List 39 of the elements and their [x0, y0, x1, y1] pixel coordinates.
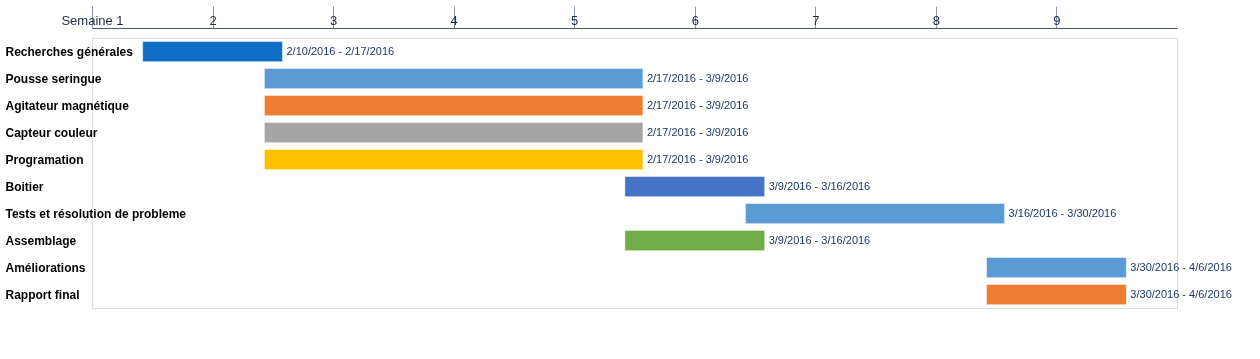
y-tick-label: Tests et résolution de probleme: [5, 206, 187, 221]
y-tick-label: Capteur couleur: [5, 125, 98, 140]
data-label: 2/17/2016 - 3/9/2016: [646, 71, 749, 84]
bar: [264, 122, 644, 143]
data-label: 3/30/2016 - 4/6/2016: [1130, 287, 1232, 300]
x-tick-label: 4: [450, 12, 458, 28]
bar: [264, 68, 644, 89]
y-tick-label: Assemblage: [5, 233, 77, 248]
x-tick-label: 2: [209, 12, 217, 28]
y-tick-label: Boitier: [5, 179, 44, 194]
data-label: 3/30/2016 - 4/6/2016: [1130, 260, 1232, 273]
y-tick-label: Rapport final: [5, 287, 80, 302]
y-tick-label: Recherches générales: [5, 44, 134, 59]
y-tick-label: Agitateur magnétique: [5, 98, 130, 113]
x-tick-label: 8: [932, 12, 941, 28]
y-tick-label: Programation: [5, 152, 84, 167]
bar: [624, 230, 765, 251]
bar: [142, 41, 283, 62]
data-label: 2/10/2016 - 2/17/2016: [286, 44, 395, 57]
bar: [745, 203, 1005, 224]
data-label: 3/16/2016 - 3/30/2016: [1008, 206, 1117, 219]
bar: [986, 257, 1127, 278]
data-label: 2/17/2016 - 3/9/2016: [646, 152, 749, 165]
bar: [264, 95, 644, 116]
x-tick-label: 9: [1053, 12, 1061, 28]
x-tick-label: 3: [329, 12, 338, 28]
x-tick-label: 7: [812, 12, 820, 28]
y-tick-label: Améliorations: [5, 260, 86, 275]
data-label: 3/9/2016 - 3/16/2016: [768, 179, 871, 192]
data-label: 3/9/2016 - 3/16/2016: [768, 233, 871, 246]
bar: [624, 176, 765, 197]
x-tick-label: 5: [571, 12, 579, 28]
bar: [264, 149, 644, 170]
x-tick-label: Semaine 1: [61, 12, 124, 28]
x-tick-label: 6: [691, 12, 699, 28]
data-label: 2/17/2016 - 3/9/2016: [646, 125, 749, 138]
data-label: 2/17/2016 - 3/9/2016: [646, 98, 749, 111]
y-tick-label: Pousse seringue: [5, 71, 102, 86]
bar: [986, 284, 1127, 305]
